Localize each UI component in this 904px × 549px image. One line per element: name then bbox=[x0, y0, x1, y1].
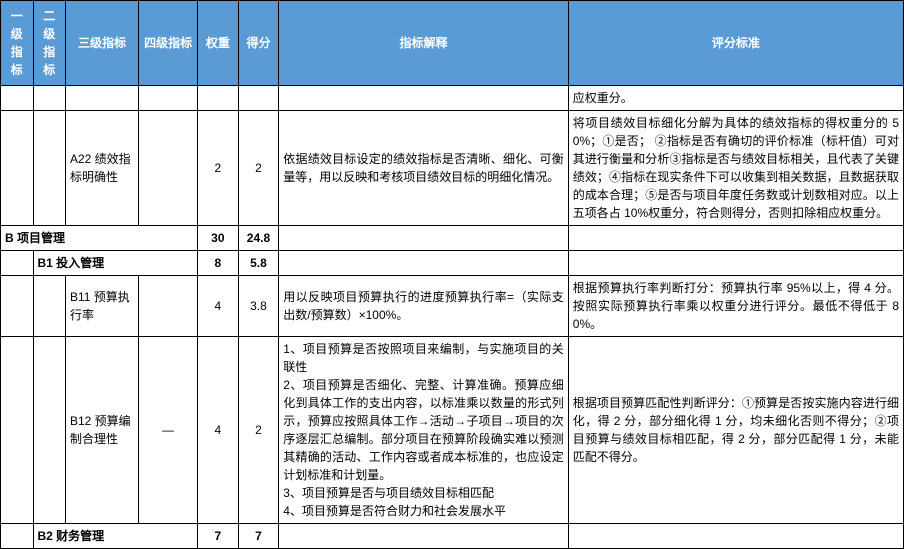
sub-section-score: 5.8 bbox=[238, 251, 279, 276]
cell-weight: 4 bbox=[198, 276, 239, 337]
header-l2: 二级指标 bbox=[33, 1, 66, 86]
table-body: 应权重分。A22 绩效指标明确性22依据绩效目标设定的绩效指标是否清晰、细化、可… bbox=[1, 86, 904, 549]
cell-l3 bbox=[66, 86, 139, 111]
cell-empty bbox=[279, 524, 568, 549]
cell-empty bbox=[568, 524, 903, 549]
cell-explain: 1、项目预算是否按照项目来编制，与实施项目的关联性 2、项目预算是否细化、完整、… bbox=[279, 337, 568, 524]
header-explain: 指标解释 bbox=[279, 1, 568, 86]
table-row: A22 绩效指标明确性22依据绩效目标设定的绩效指标是否清晰、细化、可衡量等，用… bbox=[1, 111, 904, 226]
cell-l4 bbox=[139, 111, 198, 226]
header-standard: 评分标准 bbox=[568, 1, 903, 86]
sub-section-weight: 8 bbox=[198, 251, 239, 276]
cell-l1 bbox=[1, 276, 34, 337]
cell-weight: 2 bbox=[198, 111, 239, 226]
cell-l1 bbox=[1, 251, 34, 276]
table-row: B1 投入管理85.8 bbox=[1, 251, 904, 276]
cell-standard: 应权重分。 bbox=[568, 86, 903, 111]
cell-score: 2 bbox=[238, 337, 279, 524]
table-row: B12 预算编制合理性—421、项目预算是否按照项目来编制，与实施项目的关联性 … bbox=[1, 337, 904, 524]
cell-score bbox=[238, 86, 279, 111]
cell-weight: 4 bbox=[198, 337, 239, 524]
cell-standard: 根据预算执行率判断打分：预算执行率 95%以上，得 4 分。按照实际预算执行率乘… bbox=[568, 276, 903, 337]
evaluation-table-container: 一级指标 二级指标 三级指标 四级指标 权重 得分 指标解释 评分标准 应权重分… bbox=[0, 0, 904, 549]
header-score: 得分 bbox=[238, 1, 279, 86]
cell-l1 bbox=[1, 337, 34, 524]
cell-l4 bbox=[139, 86, 198, 111]
cell-l4 bbox=[139, 276, 198, 337]
header-weight: 权重 bbox=[198, 1, 239, 86]
cell-standard: 将项目绩效目标细化分解为具体的绩效指标的得权重分的 50%；①是否； ②指标是否… bbox=[568, 111, 903, 226]
cell-score: 3.8 bbox=[238, 276, 279, 337]
cell-explain: 依据绩效目标设定的绩效指标是否清晰、细化、可衡量等，用以反映和考核项目绩效目标的… bbox=[279, 111, 568, 226]
header-row: 一级指标 二级指标 三级指标 四级指标 权重 得分 指标解释 评分标准 bbox=[1, 1, 904, 86]
cell-empty bbox=[279, 226, 568, 251]
sub-section-label: B1 投入管理 bbox=[33, 251, 198, 276]
cell-empty bbox=[568, 251, 903, 276]
cell-l1 bbox=[1, 524, 34, 549]
header-l1: 一级指标 bbox=[1, 1, 34, 86]
section-label: B 项目管理 bbox=[1, 226, 198, 251]
cell-explain: 用以反映项目预算执行的进度预算执行率=（实际支出数/预算数）×100%。 bbox=[279, 276, 568, 337]
cell-standard: 根据项目预算匹配性判断评分：①预算是否按实施内容进行细化，得 2 分，部分细化得… bbox=[568, 337, 903, 524]
sub-section-weight: 7 bbox=[198, 524, 239, 549]
cell-weight bbox=[198, 86, 239, 111]
table-row: B2 财务管理77 bbox=[1, 524, 904, 549]
cell-l2 bbox=[33, 337, 66, 524]
table-row: 应权重分。 bbox=[1, 86, 904, 111]
header-l4: 四级指标 bbox=[139, 1, 198, 86]
cell-explain bbox=[279, 86, 568, 111]
cell-l2 bbox=[33, 111, 66, 226]
table-row: B11 预算执行率 43.8用以反映项目预算执行的进度预算执行率=（实际支出数/预… bbox=[1, 276, 904, 337]
cell-l1 bbox=[1, 111, 34, 226]
cell-l1 bbox=[1, 86, 34, 111]
header-l3: 三级指标 bbox=[66, 1, 139, 86]
cell-l4: — bbox=[139, 337, 198, 524]
cell-empty bbox=[279, 251, 568, 276]
cell-l2 bbox=[33, 276, 66, 337]
cell-l3: B12 预算编制合理性 bbox=[66, 337, 139, 524]
evaluation-table: 一级指标 二级指标 三级指标 四级指标 权重 得分 指标解释 评分标准 应权重分… bbox=[0, 0, 904, 549]
sub-section-score: 7 bbox=[238, 524, 279, 549]
table-row: B 项目管理3024.8 bbox=[1, 226, 904, 251]
cell-l3: B11 预算执行率 bbox=[66, 276, 139, 337]
cell-score: 2 bbox=[238, 111, 279, 226]
cell-l3: A22 绩效指标明确性 bbox=[66, 111, 139, 226]
cell-l2 bbox=[33, 86, 66, 111]
cell-empty bbox=[568, 226, 903, 251]
table-header: 一级指标 二级指标 三级指标 四级指标 权重 得分 指标解释 评分标准 bbox=[1, 1, 904, 86]
section-score: 24.8 bbox=[238, 226, 279, 251]
sub-section-label: B2 财务管理 bbox=[33, 524, 198, 549]
section-weight: 30 bbox=[198, 226, 239, 251]
